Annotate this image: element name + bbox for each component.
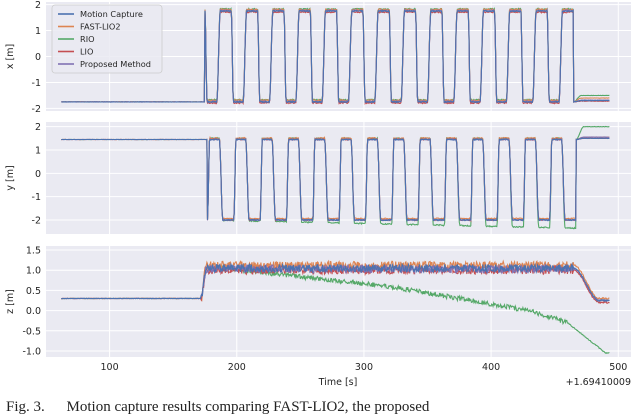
plot-area [46, 122, 631, 234]
series-line-motion-capture [61, 137, 610, 223]
y-tick-label: 0 [35, 52, 41, 63]
x-tick-label: 100 [101, 362, 119, 373]
y-tick-label: 0 [35, 169, 41, 180]
legend-label: Motion Capture [80, 9, 143, 19]
x-axis-label: Time [s] [318, 377, 358, 388]
x-offset-label: +1.69410009 [566, 377, 631, 388]
x-tick-label: 500 [609, 362, 627, 373]
panel-y: -2 -1 0 1 2 y [m] [5, 122, 631, 234]
panel-z: -1.0 -0.5 0.0 0.5 1.0 1.5 z [m] 100 200 300 400 500 [5, 246, 631, 373]
y-tick-label: -0.5 [22, 326, 41, 337]
caption-text: Motion capture results comparing FAST-LI… [66, 399, 430, 415]
y-tick-label: 1 [35, 26, 41, 37]
legend-label: RIO [80, 34, 95, 44]
y-axis-label: y [m] [5, 165, 16, 190]
y-tick-label: -2 [32, 216, 41, 227]
y-axis-label: z [m] [5, 289, 16, 314]
legend-label: Proposed Method [80, 59, 151, 69]
series-line-motion-capture [61, 262, 610, 303]
legend-label: LIO [80, 47, 93, 57]
y-tick-label: 1 [35, 146, 41, 157]
y-tick-label: 0.0 [26, 306, 41, 317]
legend-box [51, 4, 163, 74]
y-axis-label: x [m] [5, 44, 16, 69]
y-tick-label: -1.0 [22, 346, 41, 357]
y-tick-label: 2 [35, 0, 41, 11]
y-tick-label: 1.0 [26, 266, 41, 277]
caption-label: Fig. 3. [6, 399, 45, 415]
series-line-motion-capture [61, 9, 610, 104]
y-tick-label: 1.5 [26, 246, 41, 257]
y-tick-label: -1 [32, 78, 41, 89]
x-tick-label: 400 [482, 362, 500, 373]
y-tick-label: -2 [32, 104, 41, 115]
figure: -2 -1 0 1 2 x [m] -2 -1 0 1 2 y [m] -1.0 -0.5 0.0 0.5 1.… [5, 0, 631, 388]
figure-caption: Fig. 3. Motion capture results comparing… [6, 398, 640, 419]
x-tick-label: 200 [228, 362, 246, 373]
y-tick-label: 0.5 [26, 286, 41, 297]
y-tick-label: 2 [35, 122, 41, 133]
legend-label: FAST-LIO2 [80, 22, 121, 32]
legend: Motion Capture FAST-LIO2 RIO LIO Proposed Me… [51, 4, 163, 74]
x-tick-label: 300 [355, 362, 373, 373]
y-tick-label: -1 [32, 192, 41, 203]
